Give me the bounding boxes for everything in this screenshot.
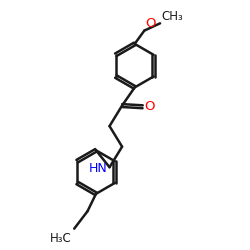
Text: O: O (144, 100, 155, 113)
Text: CH₃: CH₃ (161, 10, 183, 23)
Text: O: O (146, 17, 156, 30)
Text: H₃C: H₃C (50, 232, 72, 244)
Text: HN: HN (88, 162, 107, 175)
